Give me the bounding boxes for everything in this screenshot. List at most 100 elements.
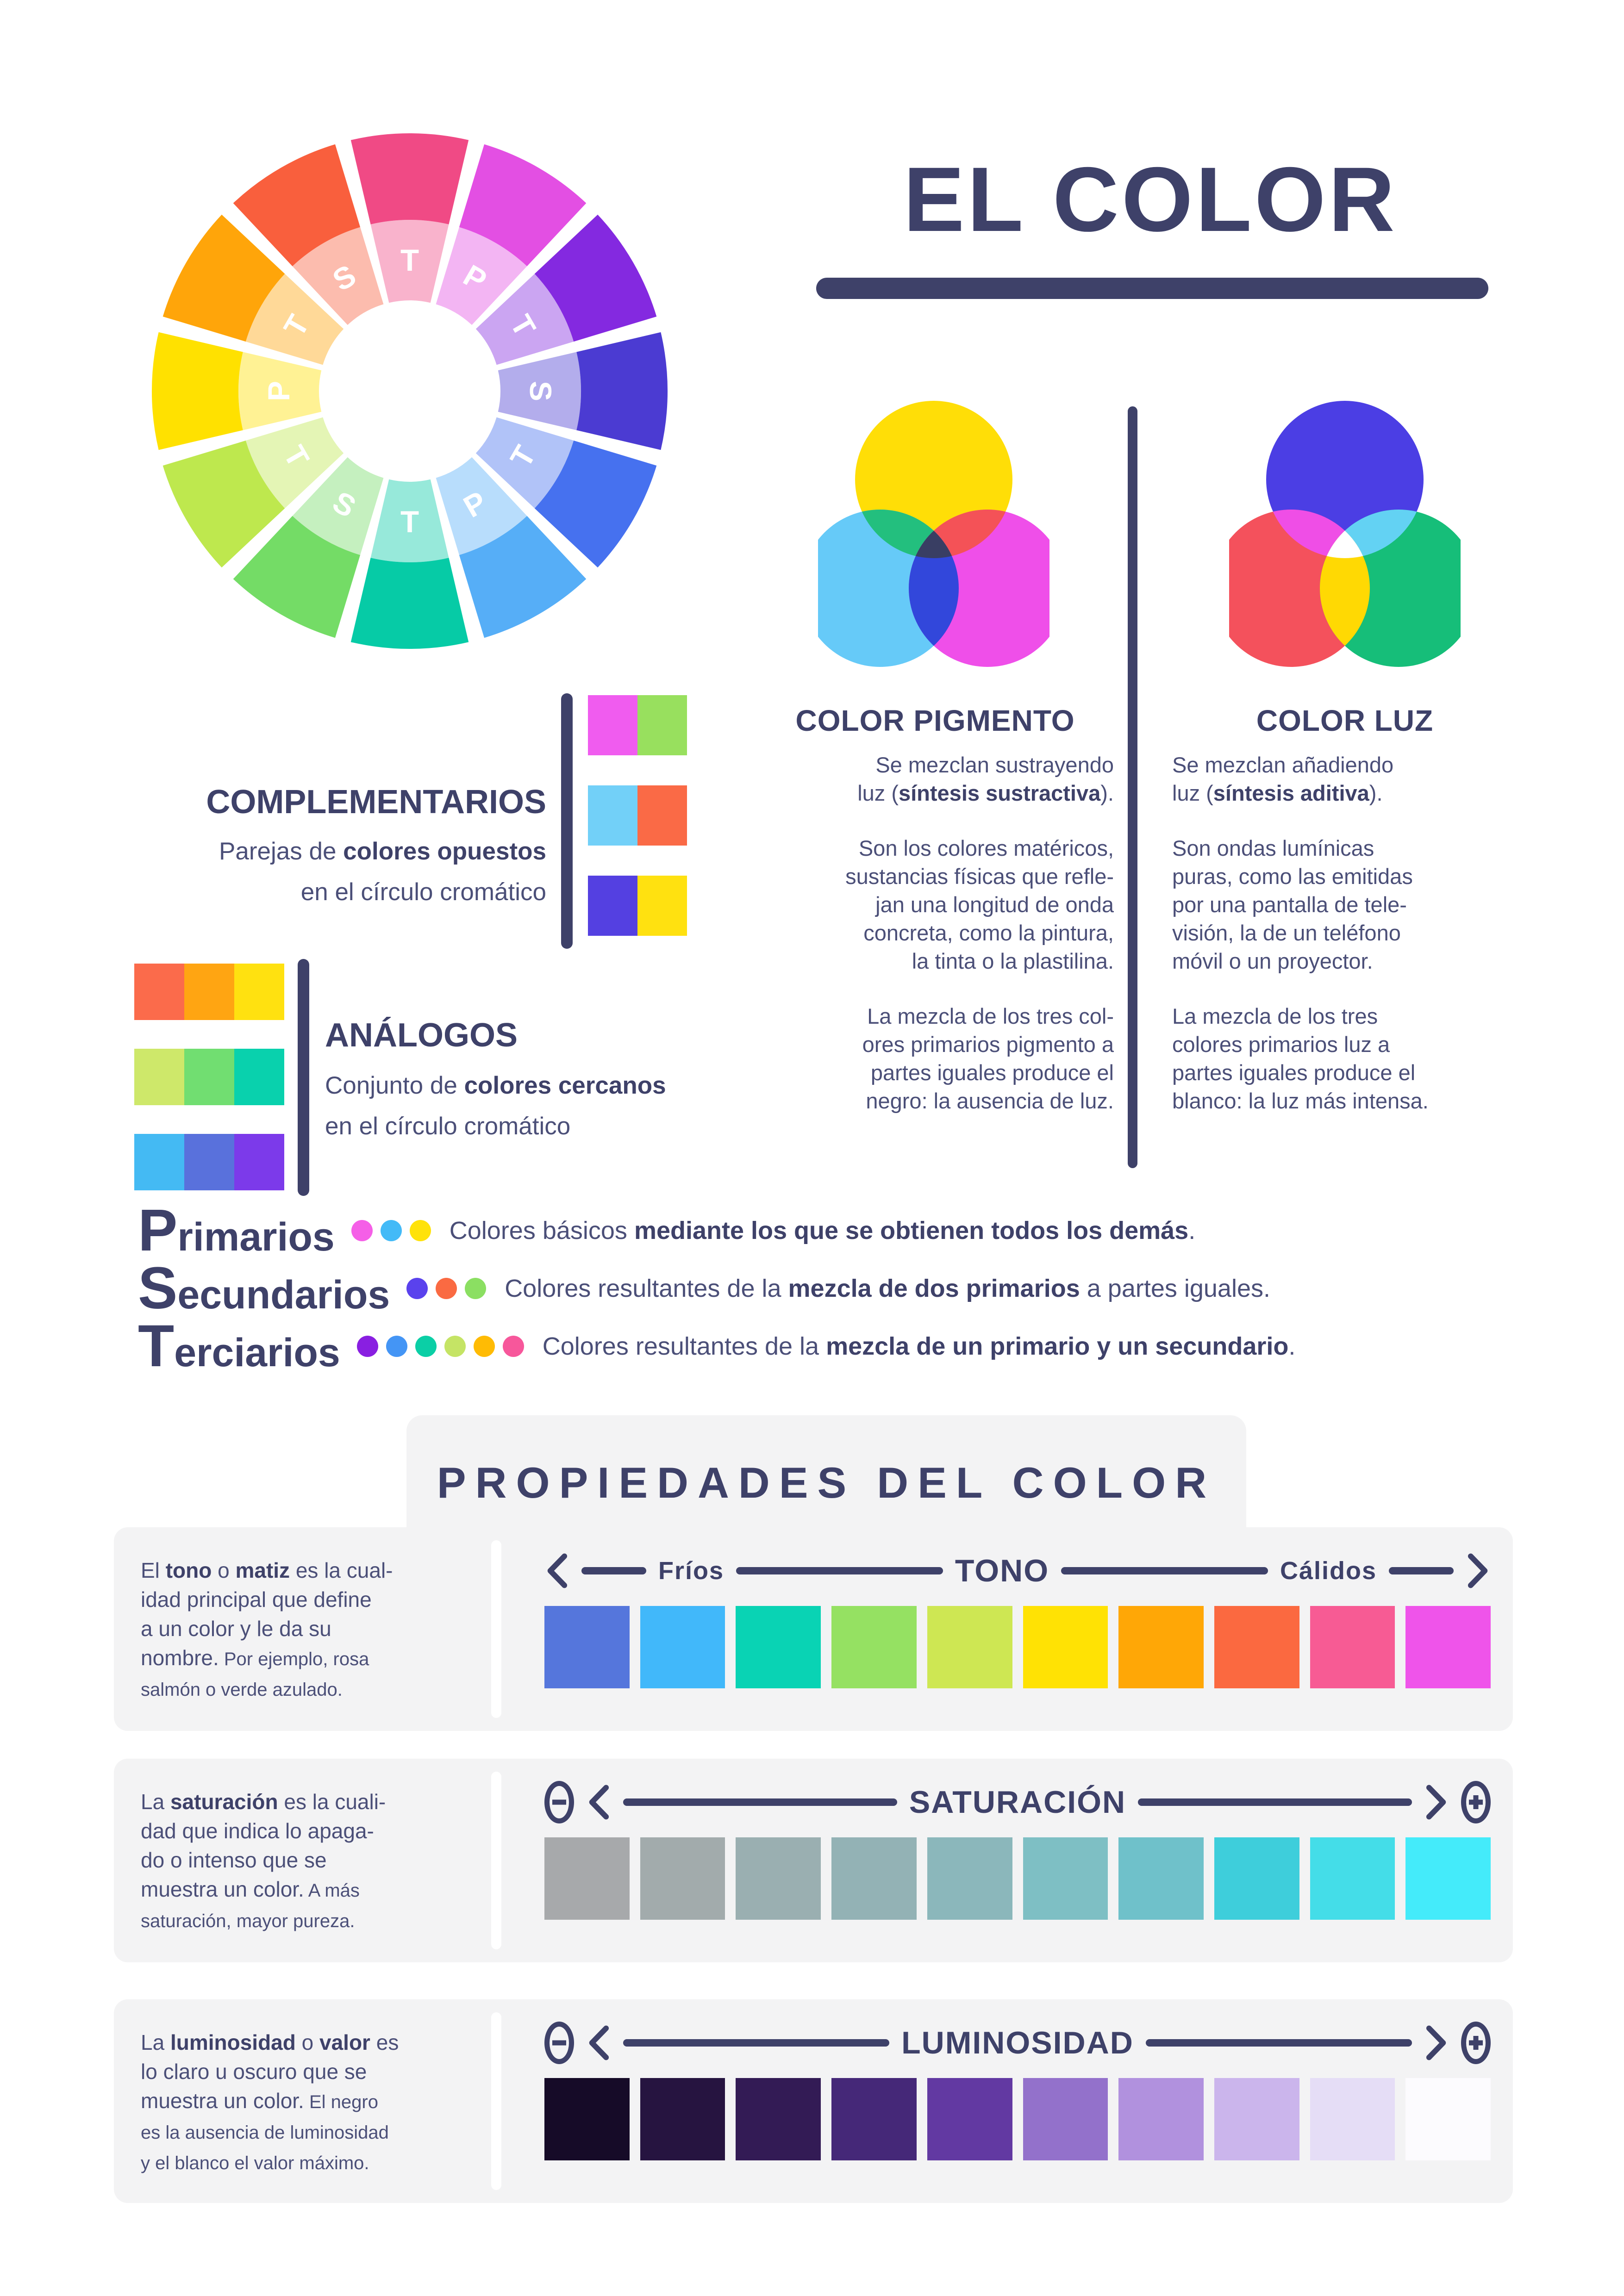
color-swatch (134, 964, 184, 1020)
hue-axis-title: TONO (955, 1553, 1049, 1588)
secondary-colors-row: Secundarios Colores resultantes de la me… (138, 1259, 1270, 1317)
color-swatch (544, 2078, 630, 2160)
title-underline (816, 278, 1488, 299)
primary-color-dots (351, 1220, 431, 1241)
color-swatch (351, 1220, 373, 1241)
color-swatch (380, 1220, 402, 1241)
color-swatch (637, 695, 687, 755)
complementary-title: COMPLEMENTARIOS (206, 784, 546, 821)
color-swatch (927, 1837, 1012, 1920)
pigment-section-title: COLOR PIGMENTO (795, 704, 1075, 737)
right-arrow-icon (1426, 1785, 1446, 1820)
hue-axis: Fríos TONO Cálidos (544, 1547, 1491, 1595)
luminosity-panel: La luminosidad o valor es lo claro u oscu… (114, 1999, 1513, 2203)
color-swatch (134, 1134, 184, 1190)
secondary-label: Secundarios (138, 1255, 390, 1321)
color-swatch (234, 1134, 284, 1190)
color-swatch (1214, 1606, 1299, 1688)
light-description: Se mezclan añadiendo luz (síntesis aditiv… (1172, 753, 1429, 1113)
luminosity-description: La luminosidad o valor es lo claro u oscu… (141, 2030, 399, 2173)
primary-colors-row: Primarios Colores básicos mediante los q… (138, 1201, 1195, 1259)
color-swatch (406, 1277, 428, 1299)
axis-line (1061, 1567, 1268, 1574)
color-swatch (1310, 2078, 1395, 2160)
color-swatch (356, 1335, 378, 1357)
color-swatch (415, 1335, 437, 1357)
color-swatch (736, 1837, 821, 1920)
color-swatch (640, 2078, 725, 2160)
saturation-swatches (544, 1837, 1491, 1920)
complementary-description: Parejas de colores opuestos en el círculo… (219, 838, 546, 906)
color-swatch (473, 1335, 495, 1357)
analogous-color-triples (134, 964, 284, 1190)
color-swatch (409, 1220, 431, 1241)
saturation-description: La saturación es la cuali-dad que indica… (141, 1790, 386, 1931)
color-swatch (544, 1837, 630, 1920)
color-swatch (1405, 2078, 1491, 2160)
color-swatch (1310, 1837, 1395, 1920)
svg-text:S: S (524, 381, 557, 401)
saturation-panel: La saturación es la cuali-dad que indica… (114, 1759, 1513, 1962)
complementary-color-pairs (588, 695, 687, 936)
hue-panel: El tono o matiz es la cual-idad principa… (114, 1527, 1513, 1731)
color-swatch (1214, 1837, 1299, 1920)
axis-line (581, 1567, 646, 1574)
secondary-color-dots (406, 1277, 487, 1299)
cool-label: Fríos (658, 1557, 725, 1585)
color-swatch (588, 785, 637, 846)
color-swatch (736, 1606, 821, 1688)
color-swatch (1310, 1606, 1395, 1688)
color-swatch (1023, 1606, 1108, 1688)
tertiary-label: Terciarios (138, 1313, 340, 1379)
color-swatch (234, 1049, 284, 1105)
plus-icon (1461, 1781, 1491, 1823)
color-swatch (831, 2078, 917, 2160)
color-swatch (386, 1335, 407, 1357)
luminosity-swatches (544, 2078, 1491, 2160)
complementary-divider-bar (561, 693, 573, 949)
analogous-title: ANÁLOGOS (325, 1017, 518, 1054)
axis-line (1145, 2039, 1412, 2047)
right-arrow-icon (1426, 2025, 1446, 2060)
tertiary-color-dots (356, 1335, 524, 1357)
warm-label: Cálidos (1280, 1557, 1377, 1585)
swatch-group (134, 1049, 284, 1105)
axis-line (1138, 1798, 1412, 1806)
light-color-venn-diagram (1229, 401, 1461, 667)
color-swatch (588, 695, 637, 755)
swatch-group (134, 964, 284, 1020)
color-swatch (1405, 1606, 1491, 1688)
swatch-group (588, 785, 687, 846)
color-swatch (588, 876, 637, 936)
color-swatch (184, 1134, 234, 1190)
color-swatch (637, 876, 687, 936)
luminosity-axis-title: LUMINOSIDAD (901, 2025, 1134, 2060)
color-swatch (1118, 1837, 1204, 1920)
left-arrow-icon (547, 1553, 568, 1588)
primary-description: Colores básicos mediante los que se obti… (449, 1216, 1196, 1244)
left-arrow-icon (589, 1785, 609, 1820)
axis-line (623, 1798, 897, 1806)
color-swatch (502, 1335, 524, 1357)
tertiary-description: Colores resultantes de la mezcla de un p… (542, 1332, 1296, 1360)
saturation-axis: SATURACIÓN (544, 1778, 1491, 1826)
color-swatch (1405, 1837, 1491, 1920)
color-swatch (927, 2078, 1012, 2160)
axis-line (736, 1567, 943, 1574)
color-swatch (640, 1606, 725, 1688)
color-swatch (184, 964, 234, 1020)
svg-text:P: P (262, 381, 296, 401)
swatch-group (588, 695, 687, 755)
color-swatch (640, 1837, 725, 1920)
color-swatch (736, 2078, 821, 2160)
swatch-group (134, 1134, 284, 1190)
color-swatch (444, 1335, 466, 1357)
properties-title: PROPIEDADES DEL COLOR (437, 1458, 1216, 1507)
color-swatch (927, 1606, 1012, 1688)
pigment-color-venn-diagram (818, 401, 1049, 667)
minus-icon (544, 1781, 574, 1823)
color-swatch (637, 785, 687, 846)
primary-label: Primarios (138, 1197, 335, 1263)
